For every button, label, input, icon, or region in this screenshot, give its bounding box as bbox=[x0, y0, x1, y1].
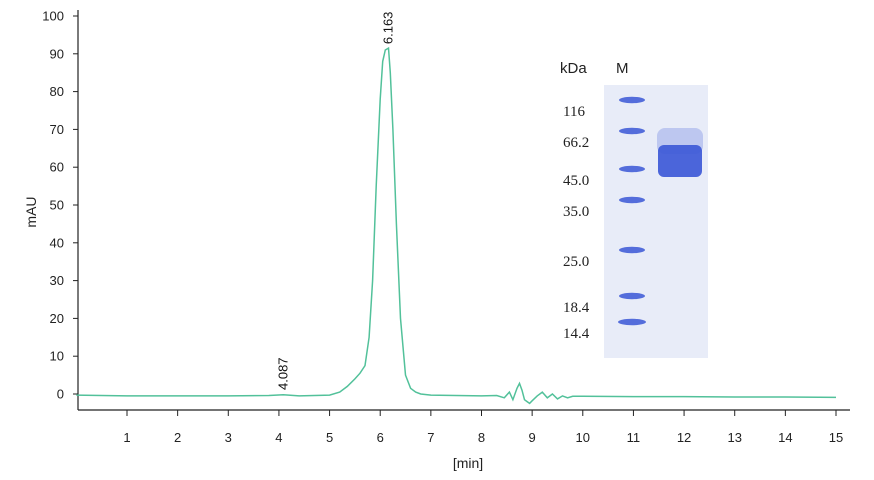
gel-ladder-bands bbox=[618, 96, 646, 326]
x-tick-label: 11 bbox=[627, 430, 641, 445]
x-tick-label: 5 bbox=[326, 430, 333, 445]
y-tick-label: 70 bbox=[50, 122, 64, 137]
peak-labels: 4.087 6.163 bbox=[275, 12, 395, 390]
gel-marker-label: 14.4 bbox=[563, 326, 590, 342]
gel-marker-label: 18.4 bbox=[563, 300, 590, 316]
peak-label: 4.087 bbox=[275, 357, 290, 390]
y-tick-label: 60 bbox=[50, 160, 64, 175]
gel-marker-label: 116 bbox=[563, 104, 585, 120]
gel-background bbox=[604, 85, 708, 358]
x-tick-label: 1 bbox=[123, 430, 130, 445]
y-tick-label: 80 bbox=[50, 84, 64, 99]
x-tick-label: 12 bbox=[677, 430, 691, 445]
peak-label: 6.163 bbox=[380, 12, 395, 45]
y-tick-label: 100 bbox=[42, 9, 64, 24]
x-tick-label: 7 bbox=[427, 430, 434, 445]
gel-sample-band bbox=[658, 145, 702, 177]
y-tick-label: 0 bbox=[57, 387, 64, 402]
gel-ladder-band bbox=[619, 165, 645, 173]
x-tick-label: 9 bbox=[529, 430, 536, 445]
gel-marker-label: 25.0 bbox=[563, 254, 589, 270]
x-tick-label: 6 bbox=[377, 430, 384, 445]
axes bbox=[77, 10, 850, 411]
gel-marker-label: 45.0 bbox=[563, 173, 589, 189]
gel-unit-label: kDa bbox=[560, 60, 587, 77]
x-axis-label: [min] bbox=[453, 455, 483, 471]
gel-ladder-band bbox=[619, 196, 645, 204]
x-tick-label: 13 bbox=[727, 430, 741, 445]
y-tick-label: 20 bbox=[50, 311, 64, 326]
gel-lane-label: M bbox=[616, 60, 629, 77]
x-tick-label: 10 bbox=[576, 430, 590, 445]
y-axis-label: mAU bbox=[23, 196, 39, 227]
x-tick-label: 4 bbox=[275, 430, 282, 445]
x-tick-label: 2 bbox=[174, 430, 181, 445]
x-tick-label: 3 bbox=[225, 430, 232, 445]
x-axis-ticks: 1 2 3 4 5 6 7 8 9 10 11 12 13 14 15 bbox=[123, 410, 843, 445]
y-tick-label: 90 bbox=[50, 46, 64, 61]
x-tick-label: 14 bbox=[778, 430, 792, 445]
y-axis-ticks: 0 10 20 30 40 50 60 70 80 90 100 bbox=[42, 9, 78, 402]
gel-ladder-band bbox=[619, 246, 645, 254]
gel-ladder-band bbox=[619, 96, 645, 104]
x-tick-label: 8 bbox=[478, 430, 485, 445]
gel-marker-label: 66.2 bbox=[563, 135, 589, 151]
gel-ladder-band bbox=[619, 292, 645, 300]
gel-marker-labels: 116 66.2 45.0 35.0 25.0 18.4 14.4 bbox=[563, 104, 590, 342]
gel-sample-lane bbox=[657, 128, 703, 177]
chromatogram-trace bbox=[76, 46, 837, 405]
x-tick-label: 15 bbox=[829, 430, 843, 445]
y-tick-label: 50 bbox=[50, 198, 64, 213]
y-tick-label: 40 bbox=[50, 235, 64, 250]
gel-ladder-band bbox=[618, 318, 646, 326]
y-tick-label: 10 bbox=[50, 349, 64, 364]
sds-page-gel-inset: kDa M 116 66.2 45.0 35.0 25.0 18.4 14.4 bbox=[560, 60, 708, 358]
gel-ladder-band bbox=[619, 127, 645, 135]
y-tick-label: 30 bbox=[50, 273, 64, 288]
gel-marker-label: 35.0 bbox=[563, 204, 589, 220]
